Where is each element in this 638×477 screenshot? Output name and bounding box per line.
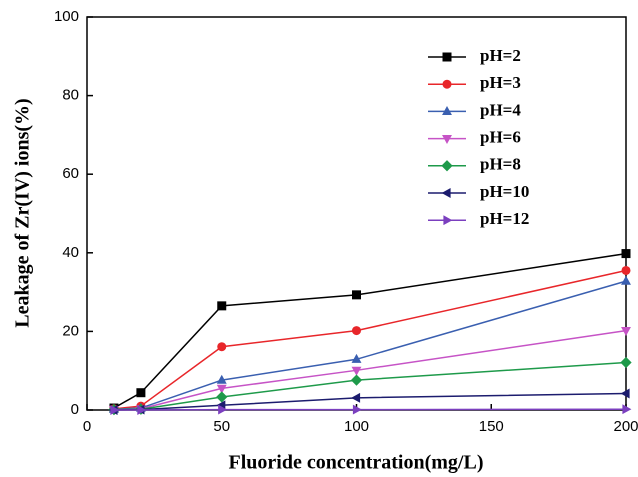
y-axis-label: Leakage of Zr(IV) ions(%) — [12, 98, 34, 327]
marker — [216, 374, 227, 384]
marker — [137, 405, 147, 415]
marker — [443, 215, 453, 226]
series-line — [113, 280, 627, 410]
plot-frame — [86, 16, 627, 411]
marker — [352, 326, 361, 336]
x-tick-label: 0 — [83, 418, 91, 435]
marker — [442, 135, 452, 144]
y-tick-label: 40 — [62, 244, 79, 261]
legend-label: pH=6 — [480, 128, 521, 147]
x-axis-label: Fluoride concentration(mg/L) — [229, 452, 484, 474]
marker — [350, 374, 363, 386]
marker — [441, 160, 453, 172]
x-tick-label: 100 — [344, 418, 369, 435]
y-tick-label: 20 — [62, 322, 79, 339]
marker — [217, 342, 227, 352]
marker — [351, 366, 362, 376]
marker — [351, 353, 362, 363]
marker — [217, 301, 227, 311]
x-tick-label: 200 — [613, 418, 638, 435]
marker — [351, 392, 361, 403]
legend-label: pH=2 — [480, 46, 521, 65]
marker — [352, 404, 362, 415]
marker — [110, 405, 120, 415]
marker — [620, 388, 630, 399]
legend-label: pH=8 — [480, 155, 521, 174]
marker — [621, 249, 631, 259]
legend-label: pH=3 — [480, 73, 521, 92]
marker — [442, 52, 452, 62]
series-line — [113, 408, 627, 411]
legend-label: pH=4 — [480, 100, 521, 119]
legend-label: pH=12 — [480, 209, 529, 228]
marker — [622, 404, 632, 415]
marker — [620, 356, 632, 369]
y-tick-label: 100 — [54, 8, 79, 25]
y-tick-label: 60 — [62, 165, 79, 182]
marker — [621, 265, 631, 275]
marker — [136, 388, 146, 398]
y-tick-label: 0 — [71, 401, 79, 418]
marker — [216, 391, 228, 403]
marker — [442, 106, 452, 115]
x-tick-label: 150 — [479, 418, 504, 435]
series-line — [113, 252, 627, 409]
marker — [352, 290, 361, 300]
marker — [441, 188, 451, 198]
marker — [621, 275, 631, 285]
marker — [442, 79, 452, 89]
x-tick-label: 50 — [213, 418, 230, 435]
marker — [218, 404, 228, 415]
legend-label: pH=10 — [480, 182, 529, 201]
marker — [216, 384, 227, 394]
y-tick-label: 80 — [62, 87, 79, 104]
marker — [621, 327, 631, 337]
